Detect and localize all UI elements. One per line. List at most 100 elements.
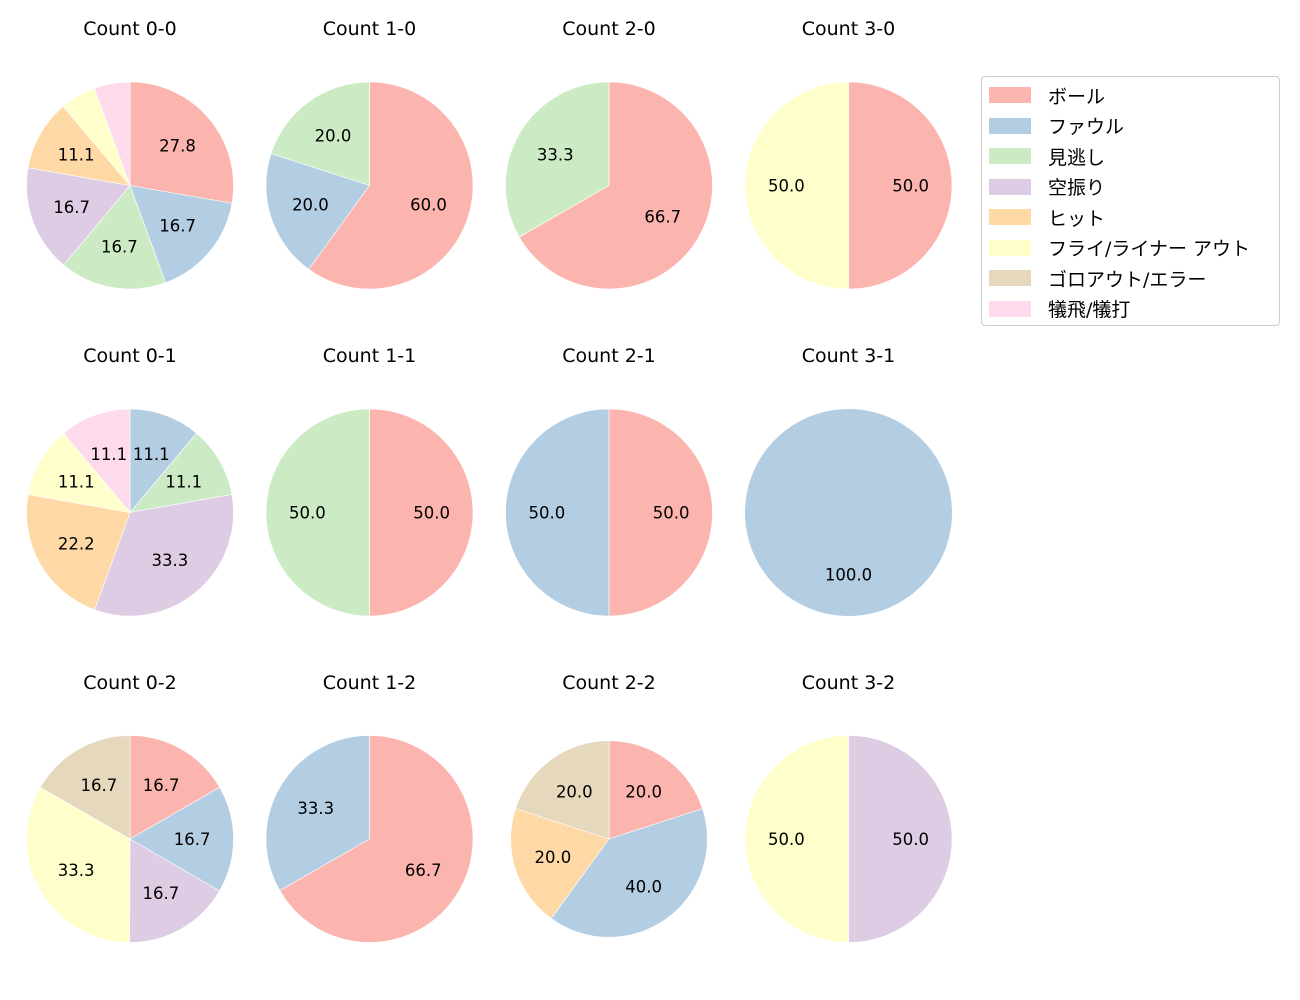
pie-slice: [848, 735, 953, 943]
slice-label: 50.0: [413, 504, 450, 523]
legend-label: ボール: [1048, 85, 1106, 108]
pie-slice: [505, 408, 610, 617]
slice-label: 50.0: [892, 177, 929, 196]
slice-label: 50.0: [653, 504, 690, 523]
pie-slice: [515, 740, 610, 840]
slice-label: 16.7: [81, 776, 118, 795]
pie-title: Count 1-1: [323, 345, 417, 367]
slice-label: 33.3: [58, 861, 95, 880]
pie-slice: [265, 408, 370, 617]
pie-title: Count 0-1: [83, 345, 177, 367]
pie-slice: [94, 81, 131, 186]
legend-swatch: [989, 148, 1031, 164]
legend-item: 空振り: [989, 176, 1106, 199]
pie-slice: [369, 408, 474, 617]
pie: Count 2-1 50.0 50.0: [505, 345, 713, 617]
pie: Count 1-2 66.7 33.3: [265, 672, 474, 943]
slice-label: 66.7: [644, 208, 681, 227]
pie-title: Count 0-0: [83, 18, 177, 40]
slice-label: 100.0: [825, 566, 872, 585]
pie-slice: [26, 786, 131, 943]
slice-label: 40.0: [625, 878, 662, 897]
slice-label: 27.8: [159, 137, 196, 156]
legend-item: ボール: [989, 84, 1106, 108]
pie-slice: [745, 409, 952, 616]
pie-slice: [27, 106, 131, 186]
slice-label: 20.0: [625, 782, 662, 801]
legend-label: 空振り: [1048, 177, 1106, 199]
slice-label: 11.1: [90, 445, 127, 464]
slice-label: 50.0: [892, 830, 929, 849]
slice-label: 33.3: [152, 551, 189, 570]
slice-label: 20.0: [556, 782, 593, 801]
pie-slice: [63, 184, 166, 290]
slice-label: 11.1: [165, 472, 202, 491]
pie-slice: [608, 408, 713, 617]
slice-label: 16.7: [143, 776, 180, 795]
pie: Count 1-0 60.0 20.0 20.0: [265, 18, 474, 290]
pie-slice: [129, 838, 220, 943]
legend-label: ファウル: [1048, 116, 1125, 138]
pie-slice: [510, 808, 610, 919]
legend-swatch: [989, 300, 1031, 317]
pie-slice: [744, 81, 849, 290]
pie-slice: [505, 81, 610, 238]
slice-label: 50.0: [768, 830, 805, 849]
pie: Count 3-0 50.0 50.0: [744, 18, 953, 290]
legend-label: 犠飛/犠打: [1048, 299, 1131, 321]
legend-item: フライ/ライナー アウト: [989, 237, 1251, 260]
pie-title: Count 2-2: [562, 672, 656, 694]
pie: Count 3-2 50.0 50.0: [744, 672, 953, 943]
slice-label: 33.3: [297, 799, 334, 818]
pie-title: Count 2-0: [562, 18, 656, 40]
legend-swatch: [989, 209, 1031, 225]
legend-item: 見逃し: [989, 145, 1106, 169]
pie-slice: [518, 81, 713, 290]
pie-slice: [27, 432, 131, 513]
legend-label: フライ/ライナー アウト: [1048, 238, 1251, 260]
pie-slice: [308, 81, 474, 290]
legend-swatch: [989, 87, 1031, 103]
slice-label: 16.7: [159, 216, 196, 235]
slice-label: 16.7: [143, 884, 180, 903]
legend-swatch: [989, 117, 1031, 134]
pie-title: Count 2-1: [562, 345, 656, 367]
pie: Count 1-1 50.0 50.0: [265, 345, 474, 617]
pie-slice: [279, 735, 474, 943]
legend-swatch: [989, 270, 1031, 286]
pie-slice: [129, 432, 233, 513]
legend-swatch: [989, 178, 1031, 195]
pie-slice: [94, 494, 234, 617]
pie-title: Count 3-2: [802, 672, 896, 694]
slice-label: 11.1: [58, 146, 95, 165]
pie: Count 2-2 20.0 40.0 20.0 20.0: [510, 672, 708, 938]
pie-slice: [26, 494, 131, 611]
slice-label: 60.0: [410, 196, 447, 215]
pie-slice: [129, 786, 234, 892]
slice-label: 50.0: [768, 177, 805, 196]
slice-label: 50.0: [529, 504, 566, 523]
slice-label: 16.7: [53, 198, 90, 217]
pie-title: Count 0-2: [83, 672, 177, 694]
legend: ボール ファウル 見逃し 空振り ヒット フライ/ライナー アウト ゴロアウト/…: [981, 76, 1280, 326]
pie-slice: [270, 81, 370, 186]
slice-label: 20.0: [292, 196, 329, 215]
legend-item: ゴロアウト/エラー: [989, 267, 1207, 291]
slice-label: 16.7: [101, 238, 138, 257]
legend-item: 犠飛/犠打: [989, 298, 1131, 321]
slice-label: 16.7: [174, 830, 211, 849]
legend-item: ヒット: [989, 206, 1105, 230]
legend-label: ゴロアウト/エラー: [1048, 268, 1207, 291]
legend-label: 見逃し: [1048, 146, 1106, 169]
slice-label: 11.1: [58, 472, 95, 491]
pie: Count 2-0 66.7 33.3: [505, 18, 713, 290]
pie-slice: [265, 153, 370, 270]
pie-slice: [744, 735, 849, 943]
pie-slice: [63, 408, 131, 514]
pie-slice: [129, 81, 234, 204]
pie: Count 3-1 100.0: [745, 345, 952, 616]
slice-label: 50.0: [289, 504, 326, 523]
pie-slice: [608, 740, 703, 840]
pie-title: Count 3-0: [802, 18, 896, 40]
